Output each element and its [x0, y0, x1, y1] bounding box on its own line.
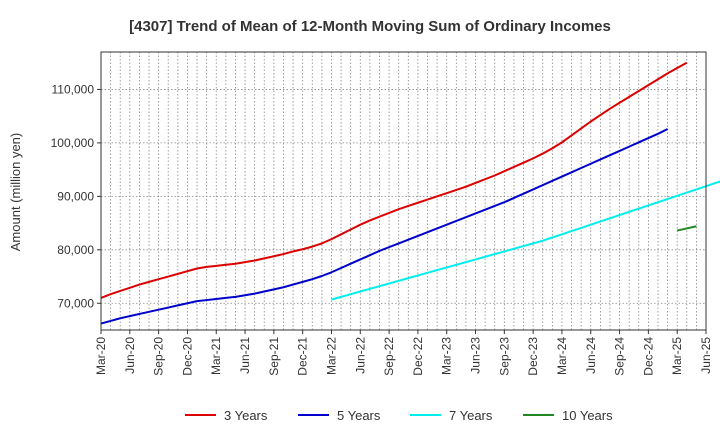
y-tick-labels: 70,000 80,000 90,000 100,000 110,000	[51, 82, 101, 310]
x-tick-label: Mar-20	[94, 337, 108, 375]
x-tick-label: Dec-20	[180, 337, 194, 376]
x-tick-label: Mar-23	[440, 337, 454, 375]
x-tick-label: Jun-23	[469, 337, 483, 374]
legend-label-3-years: 3 Years	[224, 408, 268, 423]
x-tick-label: Sep-20	[152, 337, 166, 376]
x-tick-label: Jun-21	[238, 337, 252, 374]
x-tick-label: Sep-24	[613, 337, 627, 376]
y-tick-label: 70,000	[57, 296, 94, 310]
x-tick-label: Jun-22	[353, 337, 367, 374]
series-layer	[100, 61, 720, 325]
x-tick-labels: Mar-20 Jun-20 Sep-20 Dec-20 Mar-21 Jun-21 Sep-…	[94, 330, 713, 376]
x-tick-label: Mar-25	[670, 337, 684, 375]
x-tick-label: Dec-24	[641, 337, 655, 376]
y-tick-label: 80,000	[57, 243, 94, 257]
x-tick-label: Dec-22	[411, 337, 425, 376]
x-tick-label: Jun-24	[584, 337, 598, 374]
x-tick-label: Sep-23	[497, 337, 511, 376]
series-line-3-years	[100, 61, 688, 299]
chart-title: [4307] Trend of Mean of 12-Month Moving …	[129, 18, 611, 35]
plot-frame	[100, 51, 707, 331]
legend-label-7-years: 7 Years	[449, 408, 493, 423]
x-tick-label: Dec-23	[526, 337, 540, 376]
series-line-5-years	[100, 128, 669, 325]
legend-label-10-years: 10 Years	[562, 408, 613, 423]
series-line-7-years	[331, 180, 720, 301]
series-line-10-years	[676, 225, 697, 232]
y-tick-label: 110,000	[52, 82, 95, 96]
y-tick-label: 100,000	[51, 136, 95, 150]
legend-label-5-years: 5 Years	[337, 408, 381, 423]
x-tick-label: Mar-21	[209, 337, 223, 375]
x-tick-label: Jun-25	[699, 337, 713, 374]
y-tick-label: 90,000	[57, 189, 94, 203]
x-tick-label: Jun-20	[123, 337, 137, 374]
x-tick-label: Sep-22	[382, 337, 396, 376]
grid-layer	[101, 52, 706, 330]
x-tick-label: Dec-21	[296, 337, 310, 376]
x-tick-label: Sep-21	[267, 337, 281, 376]
y-axis-label: Amount (million yen)	[8, 133, 23, 252]
legend: 3 Years 5 Years 7 Years 10 Years	[185, 408, 613, 423]
x-tick-label: Mar-24	[555, 337, 569, 375]
x-tick-label: Mar-22	[324, 337, 338, 375]
